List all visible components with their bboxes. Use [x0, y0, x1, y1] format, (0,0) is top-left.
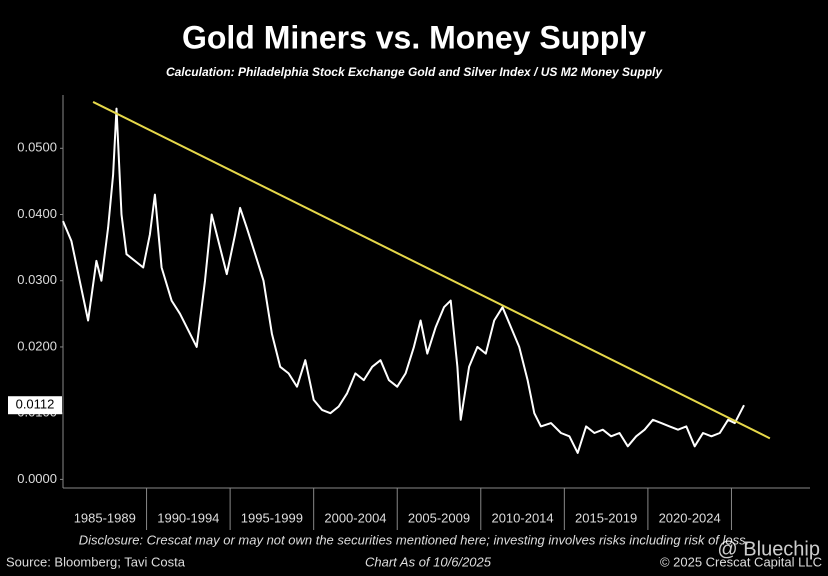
chart-title: Gold Miners vs. Money Supply — [182, 19, 646, 55]
x-tick-label: 2015-2019 — [575, 510, 637, 525]
last-value-box — [8, 396, 62, 415]
source: Source: Bloomberg; Tavi Costa — [6, 554, 186, 569]
data-line — [62, 107, 745, 454]
y-tick-label: 0.0400 — [17, 206, 57, 221]
last-value-label: 0.0112 — [16, 397, 55, 412]
x-tick-label: 2020-2024 — [659, 510, 721, 525]
y-tick-label: 0.0300 — [17, 272, 57, 287]
y-tick-label: 0.0000 — [17, 471, 57, 486]
watermark: @ Bluechip — [717, 538, 820, 560]
x-tick-label: 2005-2009 — [408, 510, 470, 525]
x-tick-label: 1990-1994 — [157, 510, 219, 525]
x-tick-label: 2000-2004 — [324, 510, 386, 525]
trendline — [92, 101, 771, 440]
x-tick-label: 1985-1989 — [74, 510, 136, 525]
x-tick-label: 1995-1999 — [241, 510, 303, 525]
y-tick-label: 0.0200 — [17, 338, 57, 353]
chart-date: Chart As of 10/6/2025 — [365, 554, 492, 569]
disclosure: Disclosure: Crescat may or may not own t… — [79, 532, 750, 547]
chart-subtitle: Calculation: Philadelphia Stock Exchange… — [166, 65, 663, 79]
x-tick-label: 2010-2014 — [491, 510, 553, 525]
y-tick-label: 0.0500 — [17, 140, 57, 155]
copyright: © 2025 Crescat Capital LLC — [660, 554, 822, 569]
